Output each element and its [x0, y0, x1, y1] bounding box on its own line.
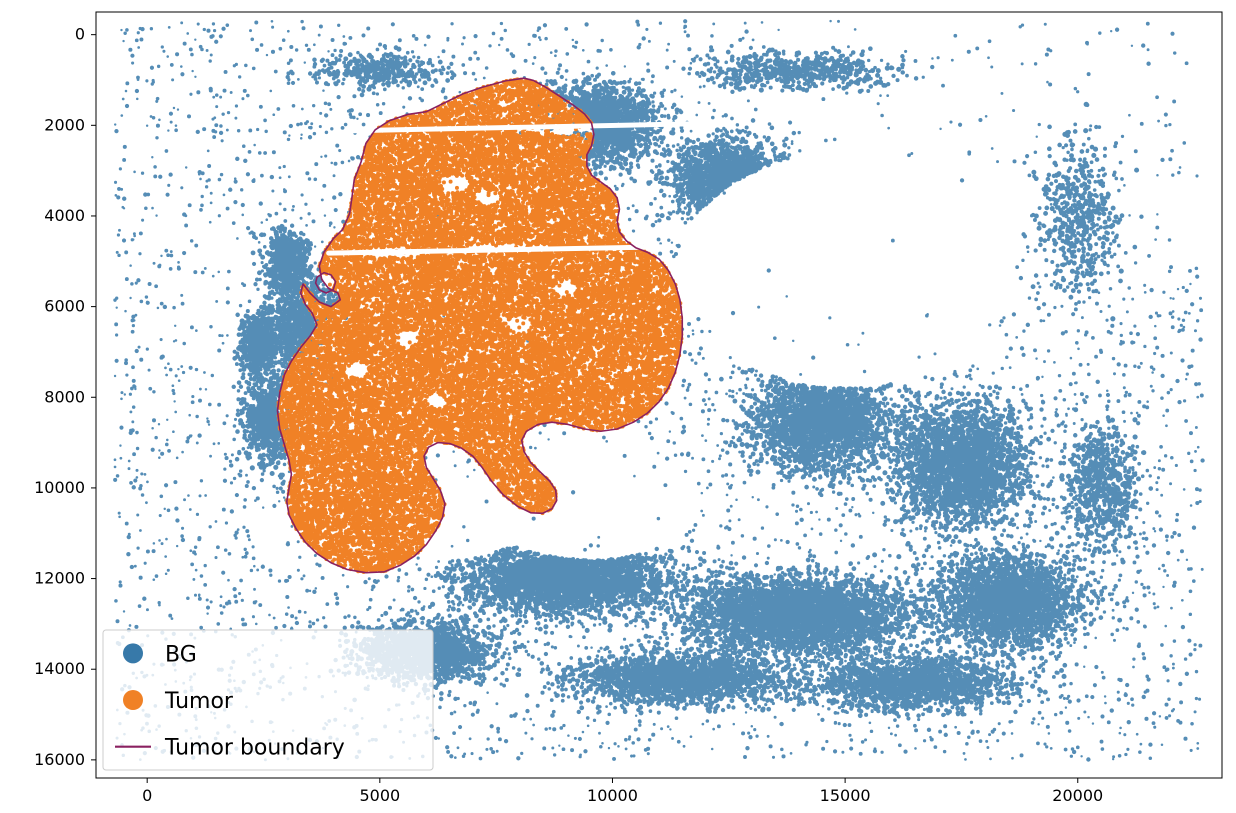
scatter-chart: 0 5000 10000 15000 20000 0 2000 4000 6000 8000 100… — [0, 0, 1236, 813]
legend: BG Tumor Tumor boundary — [103, 630, 433, 770]
x-tick-label: 15000 — [820, 786, 871, 805]
y-tick-label: 4000 — [44, 206, 85, 225]
x-tick-label: 10000 — [587, 786, 638, 805]
y-tick-label: 2000 — [44, 115, 85, 134]
y-tick-label: 8000 — [44, 387, 85, 406]
y-tick-label: 12000 — [34, 569, 85, 588]
legend-marker — [123, 643, 143, 663]
legend-label: BG — [165, 642, 197, 667]
y-tick-label: 6000 — [44, 297, 85, 316]
legend-marker — [123, 690, 143, 710]
y-tick-label: 16000 — [34, 750, 85, 769]
x-tick-label: 20000 — [1052, 786, 1103, 805]
legend-label: Tumor — [164, 689, 234, 714]
y-tick-label: 10000 — [34, 478, 85, 497]
x-tick-label: 5000 — [359, 786, 400, 805]
x-tick-label: 0 — [142, 786, 152, 805]
y-tick-label: 0 — [75, 25, 85, 44]
legend-label: Tumor boundary — [164, 736, 345, 761]
chart-svg: 0 5000 10000 15000 20000 0 2000 4000 6000 8000 100… — [0, 0, 1236, 813]
y-tick-label: 14000 — [34, 659, 85, 678]
